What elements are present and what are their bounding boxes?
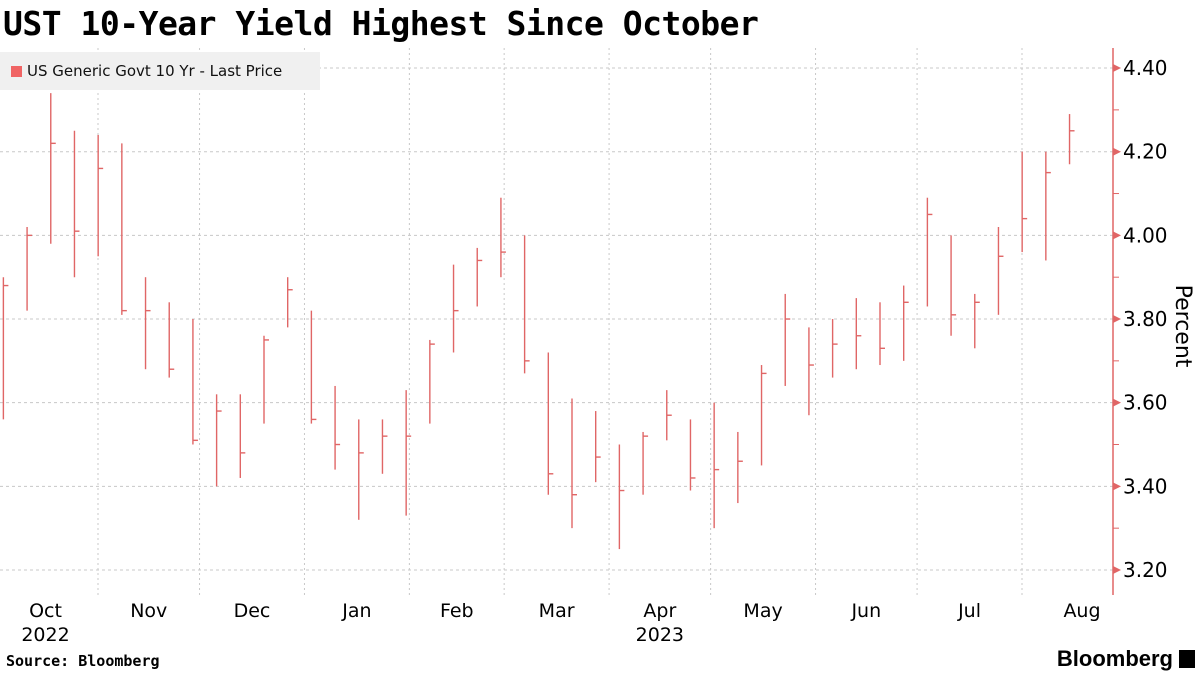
x-year-label: 2022 bbox=[21, 624, 69, 646]
logo-text: Bloomberg bbox=[1056, 646, 1173, 671]
chart-title: UST 10-Year Yield Highest Since October bbox=[3, 4, 759, 43]
legend: US Generic Govt 10 Yr - Last Price bbox=[0, 52, 320, 90]
x-tick-label: Mar bbox=[539, 600, 575, 622]
y-tick-label: 4.00 bbox=[1123, 223, 1168, 247]
x-tick-label: Nov bbox=[130, 600, 167, 622]
logo-mark-icon bbox=[1179, 650, 1195, 668]
legend-label: US Generic Govt 10 Yr - Last Price bbox=[27, 62, 283, 80]
y-tick-marker bbox=[1113, 398, 1121, 407]
x-tick-label: Aug bbox=[1063, 600, 1100, 622]
x-year-label: 2023 bbox=[636, 624, 684, 646]
x-tick-label: Apr bbox=[643, 600, 676, 622]
source-note: Source: Bloomberg bbox=[6, 652, 160, 670]
x-tick-label: Oct bbox=[29, 600, 62, 622]
y-tick-marker bbox=[1113, 231, 1121, 240]
x-tick-label: May bbox=[743, 600, 782, 622]
x-tick-label: Jan bbox=[341, 600, 371, 622]
x-tick-label: Jul bbox=[957, 600, 981, 622]
legend-swatch bbox=[11, 65, 22, 77]
x-tick-label: Dec bbox=[234, 600, 271, 622]
y-tick-label: 3.80 bbox=[1123, 307, 1168, 331]
y-tick-label: 3.40 bbox=[1123, 474, 1168, 498]
x-tick-label: Jun bbox=[850, 600, 881, 622]
y-tick-marker bbox=[1113, 147, 1121, 156]
y-tick-marker bbox=[1113, 315, 1121, 324]
x-tick-label: Feb bbox=[440, 600, 474, 622]
y-tick-label: 4.20 bbox=[1123, 140, 1168, 164]
y-axis-label: Percent bbox=[1170, 285, 1195, 368]
y-tick-marker bbox=[1113, 64, 1121, 73]
y-tick-label: 3.60 bbox=[1123, 391, 1168, 415]
y-tick-label: 4.40 bbox=[1123, 56, 1168, 80]
y-tick-label: 3.20 bbox=[1123, 558, 1168, 582]
y-tick-marker bbox=[1113, 482, 1121, 491]
bloomberg-logo: Bloomberg bbox=[1057, 646, 1195, 672]
y-tick-marker bbox=[1113, 566, 1121, 574]
